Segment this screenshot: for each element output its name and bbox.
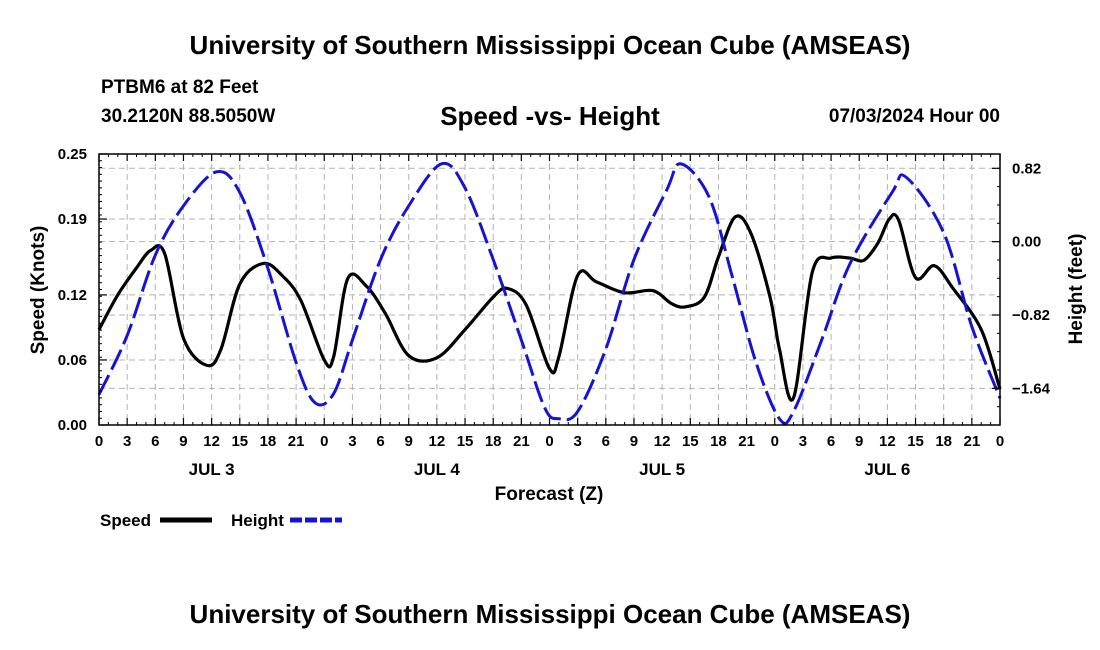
y2-tick-label: −0.82 <box>1012 307 1050 324</box>
x-tick-label: 15 <box>682 433 699 450</box>
x-tick-label: 9 <box>405 433 413 450</box>
x-tick-label: 12 <box>654 433 671 450</box>
day-label: JUL 5 <box>639 460 685 479</box>
x-tick-label: 0 <box>320 433 328 450</box>
legend: Speed Height <box>100 511 342 530</box>
x-tick-label: 15 <box>231 433 248 450</box>
y-tick-label: 0.25 <box>58 146 87 163</box>
axis-labels: Forecast (Z) Speed (Knots) Height (feet) <box>28 226 1087 505</box>
x-tick-label: 15 <box>457 433 474 450</box>
x-tick-label: 21 <box>964 433 981 450</box>
x-tick-label: 21 <box>738 433 755 450</box>
series-line-speed <box>97 212 1002 402</box>
x-tick-label: 0 <box>95 433 103 450</box>
day-label: JUL 4 <box>414 460 461 479</box>
x-tick-label: 15 <box>907 433 924 450</box>
axes: 0 3 6 9 12 15 18 21 0 3 6 9 12 15 18 21 0 3 6 9 12 15 18 21 0 3 6 9… <box>58 146 1051 479</box>
series-lines <box>97 161 1002 426</box>
chart-subtitle: Speed -vs- Height <box>440 101 660 131</box>
x-tick-label: 3 <box>573 433 581 450</box>
x-tick-label: 12 <box>879 433 896 450</box>
x-tick-label: 0 <box>545 433 553 450</box>
grid-lines <box>99 154 1000 425</box>
y-tick-label: 0.19 <box>58 211 87 228</box>
x-tick-label: 6 <box>602 433 610 450</box>
day-label: JUL 6 <box>864 460 910 479</box>
y2-tick-label: 0.00 <box>1012 234 1041 251</box>
x-tick-label: 18 <box>935 433 952 450</box>
x-tick-label: 12 <box>429 433 446 450</box>
x-tick-label: 21 <box>288 433 305 450</box>
y-tick-label: 0.06 <box>58 352 87 369</box>
x-tick-label: 6 <box>827 433 835 450</box>
day-label: JUL 3 <box>189 460 235 479</box>
x-tick-label: 18 <box>260 433 277 450</box>
y2-tick-label: 0.82 <box>1012 160 1041 177</box>
x-tick-label: 18 <box>485 433 502 450</box>
y-tick-label: 0.00 <box>58 417 87 434</box>
footer-title: University of Southern Mississippi Ocean… <box>189 599 911 629</box>
y2-axis-title: Height (feet) <box>1066 234 1087 345</box>
x-tick-label: 3 <box>348 433 356 450</box>
run-time: 07/03/2024 Hour 00 <box>828 106 1000 127</box>
x-tick-label: 3 <box>799 433 807 450</box>
x-axis-title: Forecast (Z) <box>495 484 604 505</box>
station-coords: 30.2120N 88.5050W <box>101 106 276 127</box>
main-title: University of Southern Mississippi Ocean… <box>189 30 911 60</box>
legend-height-label: Height <box>231 511 284 530</box>
station-name: PTBM6 at 82 Feet <box>101 77 259 98</box>
x-tick-label: 18 <box>710 433 727 450</box>
x-tick-label: 9 <box>855 433 863 450</box>
x-tick-label: 3 <box>123 433 131 450</box>
x-tick-label: 21 <box>513 433 530 450</box>
x-tick-label: 6 <box>151 433 159 450</box>
x-tick-label: 9 <box>630 433 638 450</box>
x-tick-label: 6 <box>376 433 384 450</box>
y-tick-label: 0.12 <box>58 287 87 304</box>
x-tick-label: 0 <box>996 433 1004 450</box>
x-tick-label: 12 <box>203 433 220 450</box>
x-tick-label: 9 <box>179 433 187 450</box>
x-tick-label: 0 <box>771 433 779 450</box>
y2-tick-label: −1.64 <box>1012 380 1051 397</box>
y-axis-title: Speed (Knots) <box>28 226 49 355</box>
legend-speed-label: Speed <box>100 511 151 530</box>
series-line-height <box>97 161 1002 426</box>
